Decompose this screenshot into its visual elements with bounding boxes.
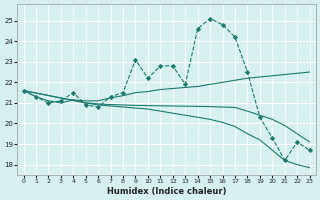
X-axis label: Humidex (Indice chaleur): Humidex (Indice chaleur): [107, 187, 226, 196]
